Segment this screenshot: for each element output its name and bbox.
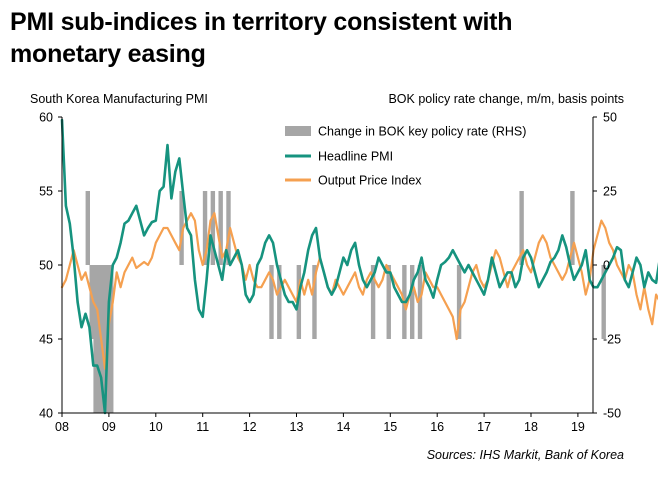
policy-bar-8 bbox=[202, 191, 208, 265]
policy-bar-12 bbox=[269, 265, 274, 339]
right-axis-caption: BOK policy rate change, m/m, basis point… bbox=[388, 92, 624, 106]
axes: 40 45 50 55 60 -50 -25 0 25 50 08 09 10 11 12 13 14 15 16 1… bbox=[39, 111, 621, 435]
policy-bar-6 bbox=[109, 265, 114, 413]
left-tick-label-55: 55 bbox=[39, 185, 53, 199]
left-tick-label-45: 45 bbox=[39, 333, 53, 347]
policy-bar-0 bbox=[85, 191, 90, 265]
legend-label-headline: Headline PMI bbox=[318, 150, 393, 164]
output-price-line bbox=[60, 212, 658, 370]
left-tick-label-40: 40 bbox=[39, 407, 53, 421]
x-tick-label-13: 13 bbox=[290, 420, 304, 434]
policy-bar-2 bbox=[93, 265, 98, 413]
x-tick-label-10: 10 bbox=[149, 420, 163, 434]
source-note: Sources: IHS Markit, Bank of Korea bbox=[426, 448, 624, 462]
x-tick-label-14: 14 bbox=[336, 420, 350, 434]
x-tick-label-08: 08 bbox=[55, 420, 69, 434]
legend-label-policy: Change in BOK key policy rate (RHS) bbox=[318, 125, 526, 139]
policy-bar-19 bbox=[409, 265, 415, 339]
policy-bar-24 bbox=[601, 265, 606, 339]
policy-bar-3 bbox=[97, 265, 102, 413]
x-tick-label-15: 15 bbox=[383, 420, 397, 434]
series-lines bbox=[60, 118, 658, 415]
policy-bar-9 bbox=[210, 191, 216, 265]
x-tick-label-09: 09 bbox=[102, 420, 116, 434]
policy-bar-11 bbox=[226, 191, 231, 265]
left-tick-label-50: 50 bbox=[39, 259, 53, 273]
policy-bar-23 bbox=[570, 191, 575, 265]
left-axis-caption: South Korea Manufacturing PMI bbox=[30, 92, 208, 106]
right-tick-label--50: -50 bbox=[603, 407, 621, 421]
x-tick-label-18: 18 bbox=[524, 420, 538, 434]
policy-bar-16 bbox=[370, 265, 376, 339]
x-tick-label-17: 17 bbox=[477, 420, 491, 434]
policy-bar-4 bbox=[101, 265, 106, 413]
policy-bar-21 bbox=[456, 265, 462, 339]
x-tick-label-16: 16 bbox=[430, 420, 444, 434]
right-tick-label-0: 0 bbox=[603, 259, 610, 273]
policy-bar-17 bbox=[386, 265, 391, 339]
chart-title: PMI sub-indices in territory consistent … bbox=[10, 8, 513, 68]
right-tick-label-50: 50 bbox=[603, 111, 617, 125]
right-tick-label--25: -25 bbox=[603, 333, 621, 347]
policy-bar-15 bbox=[312, 265, 317, 339]
legend: Change in BOK key policy rate (RHS) Headl… bbox=[285, 125, 526, 188]
policy-rate-bars bbox=[85, 191, 606, 413]
headline-line bbox=[60, 118, 658, 415]
policy-bar-10 bbox=[218, 191, 223, 265]
left-tick-label-60: 60 bbox=[39, 111, 53, 125]
right-tick-label-25: 25 bbox=[603, 185, 617, 199]
policy-bar-13 bbox=[277, 265, 282, 339]
policy-bar-22 bbox=[519, 191, 524, 265]
legend-swatch-policy bbox=[285, 126, 311, 136]
x-tick-label-12: 12 bbox=[243, 420, 257, 434]
policy-bar-7 bbox=[179, 191, 184, 265]
policy-bar-1 bbox=[89, 265, 94, 339]
legend-label-output-price: Output Price Index bbox=[318, 174, 422, 188]
x-tick-label-19: 19 bbox=[571, 420, 585, 434]
policy-bar-20 bbox=[417, 265, 423, 339]
x-tick-label-11: 11 bbox=[196, 420, 209, 434]
